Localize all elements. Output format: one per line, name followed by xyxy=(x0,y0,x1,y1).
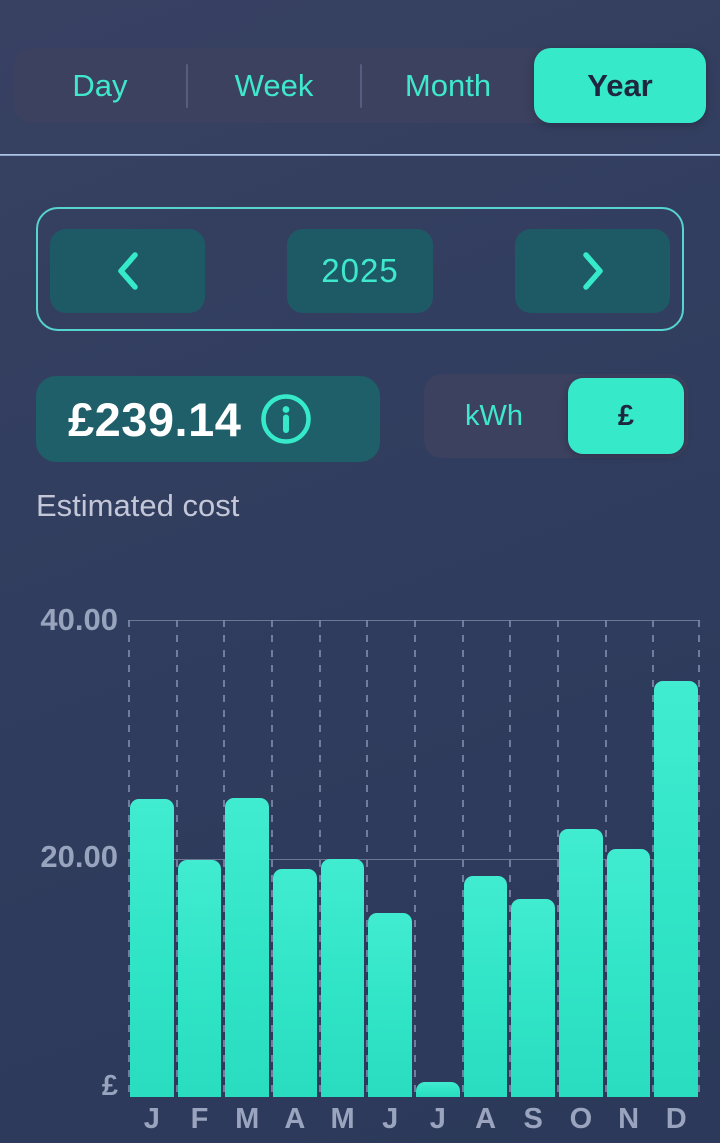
x-axis-label-A: A xyxy=(284,1103,306,1135)
v-gridline xyxy=(604,620,607,1097)
x-axis-label-J: J xyxy=(382,1103,399,1135)
v-gridline xyxy=(509,620,512,1097)
v-gridline xyxy=(652,620,655,1097)
tab-year[interactable]: Year xyxy=(534,48,706,123)
y-axis-currency-label: £ xyxy=(101,1070,118,1102)
x-axis-label-M: M xyxy=(330,1103,355,1135)
x-axis-label-N: N xyxy=(618,1103,640,1135)
x-axis-label-D: D xyxy=(665,1103,687,1135)
year-navigator: 2025 xyxy=(36,207,684,331)
toggle-currency-option[interactable]: £ xyxy=(568,378,684,454)
info-icon[interactable] xyxy=(259,392,313,446)
bar-O-10[interactable] xyxy=(559,828,603,1097)
bar-A-8[interactable] xyxy=(463,876,508,1097)
y-axis-tick-40: 40.00 xyxy=(40,602,118,637)
tab-week[interactable]: Week xyxy=(234,67,314,103)
current-year-button[interactable]: 2025 xyxy=(287,229,433,313)
v-gridline xyxy=(461,620,464,1097)
tab-day[interactable]: Day xyxy=(72,67,128,103)
header-divider-line xyxy=(0,154,720,156)
x-axis-label-F: F xyxy=(190,1103,209,1135)
x-axis-label-J: J xyxy=(143,1103,160,1135)
y-axis-tick-20: 20.00 xyxy=(40,839,118,874)
bar-N-11[interactable] xyxy=(606,848,651,1097)
period-segmented-control: Day Week Month Year xyxy=(14,48,706,123)
x-axis-label-M: M xyxy=(235,1103,260,1135)
v-gridline xyxy=(557,620,559,1097)
v-gridline xyxy=(128,620,130,1097)
bar-D-12[interactable] xyxy=(654,680,698,1097)
estimated-cost-value: £239.14 xyxy=(68,392,242,446)
tab-month[interactable]: Month xyxy=(404,67,492,103)
tab-divider xyxy=(360,63,362,108)
v-gridline xyxy=(366,620,369,1097)
chart-plot-area xyxy=(128,620,700,1097)
tab-divider xyxy=(186,63,188,108)
toggle-kwh-option[interactable]: kWh xyxy=(465,399,523,432)
v-gridline xyxy=(698,620,700,1097)
v-gridline xyxy=(223,620,226,1097)
x-axis-label-J: J xyxy=(429,1103,446,1135)
estimated-cost-pill: £239.14 xyxy=(36,376,380,462)
x-axis-label-O: O xyxy=(569,1103,593,1135)
bar-J-7[interactable] xyxy=(416,1081,460,1097)
v-gridline xyxy=(414,620,416,1097)
bar-J-1[interactable] xyxy=(130,798,174,1097)
bar-F-2[interactable] xyxy=(177,859,222,1097)
v-gridline xyxy=(175,620,178,1097)
bar-J-6[interactable] xyxy=(368,913,412,1097)
bar-M-5[interactable] xyxy=(320,858,365,1097)
estimated-cost-caption: Estimated cost xyxy=(36,488,240,523)
previous-year-button[interactable] xyxy=(50,229,205,313)
v-gridline xyxy=(271,620,273,1097)
unit-toggle: kWh £ xyxy=(424,374,688,458)
chevron-left-icon xyxy=(108,245,148,297)
x-axis-label-S: S xyxy=(523,1103,543,1135)
next-year-button[interactable] xyxy=(515,229,670,313)
chevron-right-icon xyxy=(573,245,613,297)
bar-A-4[interactable] xyxy=(273,869,317,1097)
v-gridline xyxy=(318,620,321,1097)
bar-M-3[interactable] xyxy=(225,797,269,1097)
x-axis-label-A: A xyxy=(475,1103,497,1135)
bar-S-9[interactable] xyxy=(511,899,555,1097)
